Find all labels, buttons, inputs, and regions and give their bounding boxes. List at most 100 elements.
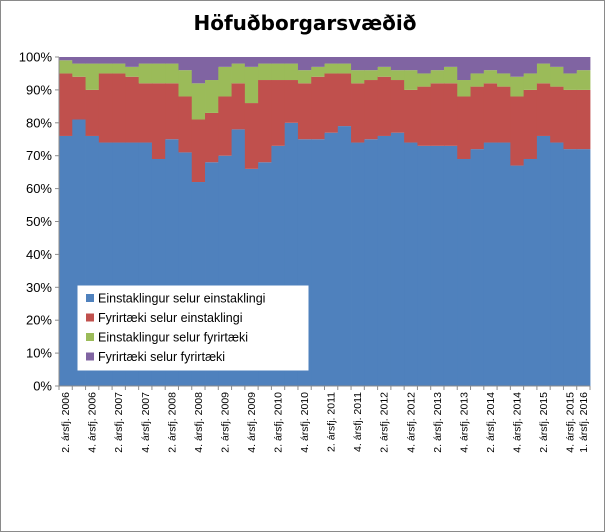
bar-segment-s1-30 — [457, 96, 471, 159]
legend-box — [77, 285, 309, 371]
bar-segment-s2-15 — [258, 63, 272, 81]
x-tick-label: 4. ársfj. 2015 — [565, 392, 577, 453]
bar-segment-s2-14 — [244, 66, 259, 104]
bar-segment-s3-29 — [443, 57, 458, 67]
bar-segment-s0-24 — [377, 135, 392, 386]
x-tick-label: 4. ársfj. 2011 — [352, 392, 364, 452]
bar-segment-s3-18 — [297, 57, 312, 71]
y-tick-label: 70% — [26, 148, 52, 163]
bar-segment-s1-31 — [470, 86, 485, 150]
bar-segment-s1-2 — [85, 89, 100, 136]
bar-segment-s3-27 — [417, 57, 432, 74]
bar-segment-s1-6 — [138, 83, 153, 143]
bar-segment-s3-9 — [178, 57, 193, 71]
bar-segment-s2-12 — [218, 66, 232, 97]
bar-segment-s1-3 — [98, 73, 113, 143]
bar-segment-s3-32 — [483, 57, 498, 71]
bar-segment-s2-39 — [576, 70, 591, 90]
bar-segment-s2-17 — [284, 63, 299, 81]
bar-segment-s3-34 — [510, 57, 525, 77]
x-tick-label: 4. ársfj. 2014 — [511, 392, 523, 453]
bar-segment-s1-15 — [258, 80, 272, 163]
bar-segment-s3-4 — [112, 57, 126, 64]
bar-segment-s2-38 — [563, 73, 578, 90]
bar-segment-s3-38 — [563, 57, 578, 74]
bar-segment-s1-5 — [125, 76, 140, 143]
bar-segment-s3-36 — [536, 57, 551, 64]
bar-segment-s3-1 — [72, 57, 86, 64]
bar-segment-s3-33 — [497, 57, 511, 74]
bar-segment-s1-26 — [404, 89, 418, 143]
bar-segment-s1-11 — [205, 112, 219, 163]
y-tick-label: 40% — [26, 247, 52, 262]
legend-swatch — [86, 313, 94, 322]
bar-segment-s3-15 — [258, 57, 272, 64]
bar-segment-s3-13 — [231, 57, 246, 64]
bar-segment-s0-25 — [390, 132, 405, 386]
x-tick-label: 4. ársfj. 2013 — [458, 392, 470, 453]
bar-segment-s2-23 — [364, 70, 378, 81]
bar-segment-s0-35 — [523, 158, 538, 386]
x-tick-label: 2. ársfj. 2008 — [166, 392, 178, 453]
legend: Einstaklingur selur einstaklingi Fyrirtæk… — [77, 285, 309, 371]
bar-segment-s1-19 — [311, 76, 325, 140]
bar-segment-s2-29 — [443, 66, 458, 84]
legend-label: Fyrirtæki selur einstaklingi — [98, 311, 242, 325]
bar-segment-s2-20 — [324, 63, 339, 74]
bar-segment-s0-37 — [550, 142, 564, 386]
bar-segment-s3-25 — [390, 57, 405, 71]
bar-segment-s2-5 — [125, 66, 140, 77]
bar-segment-s2-2 — [85, 63, 100, 90]
bar-segment-s2-9 — [178, 70, 193, 97]
bar-segment-s2-4 — [112, 63, 126, 74]
bar-segment-s1-35 — [523, 89, 538, 159]
bar-segment-s3-26 — [404, 57, 418, 71]
bar-segment-s1-22 — [351, 83, 365, 143]
bar-segment-s1-37 — [550, 86, 564, 143]
bar-segment-s0-27 — [417, 145, 432, 386]
bar-segment-s0-22 — [351, 142, 365, 386]
bar-segment-s3-31 — [470, 57, 485, 74]
bar-segment-s3-35 — [523, 57, 538, 74]
x-tick-label: 2. ársfj. 2015 — [538, 392, 550, 453]
y-tick-label: 60% — [26, 181, 52, 196]
bar-segment-s3-10 — [191, 57, 206, 84]
bar-segment-s2-19 — [311, 66, 325, 77]
legend-label: Einstaklingur selur einstaklingi — [98, 292, 265, 306]
bar-segment-s0-28 — [430, 145, 445, 386]
bar-segment-s3-39 — [576, 57, 591, 71]
bar-segment-s2-1 — [72, 63, 86, 77]
bar-segment-s0-20 — [324, 132, 339, 386]
bar-segment-s0-34 — [510, 165, 525, 386]
y-tick-label: 20% — [26, 313, 52, 328]
bar-segment-s3-21 — [337, 57, 352, 64]
bar-segment-s1-8 — [165, 83, 179, 140]
bar-segment-s2-8 — [165, 63, 179, 84]
bar-segment-s2-10 — [191, 83, 206, 120]
x-tick-label: 4. ársfj. 2009 — [246, 392, 258, 453]
y-tick-label: 10% — [26, 346, 52, 361]
bar-segment-s2-35 — [523, 73, 538, 90]
bar-segment-s2-7 — [151, 63, 166, 84]
legend-swatch — [86, 294, 94, 302]
bar-segment-s3-20 — [324, 57, 339, 64]
bar-segment-s0-38 — [563, 149, 578, 386]
bar-segment-s2-26 — [404, 70, 418, 90]
bar-segment-s1-1 — [72, 76, 86, 120]
bar-layer — [59, 57, 591, 387]
bar-segment-s0-36 — [536, 135, 551, 386]
bar-segment-s2-33 — [497, 73, 511, 87]
bar-segment-s1-21 — [337, 73, 352, 127]
legend-label: Fyrirtæki selur fyrirtæki — [98, 350, 225, 364]
bar-segment-s2-24 — [377, 66, 392, 77]
bar-segment-s1-23 — [364, 80, 378, 140]
bar-segment-s1-10 — [191, 119, 206, 183]
x-tick-label: 2. ársfj. 2012 — [379, 392, 391, 453]
bar-segment-s3-14 — [244, 57, 259, 67]
bar-segment-s3-12 — [218, 57, 232, 67]
y-tick-label: 0% — [33, 379, 52, 394]
bar-segment-s1-12 — [218, 96, 232, 156]
bar-segment-s2-0 — [59, 60, 73, 74]
bar-segment-s3-8 — [165, 57, 179, 64]
